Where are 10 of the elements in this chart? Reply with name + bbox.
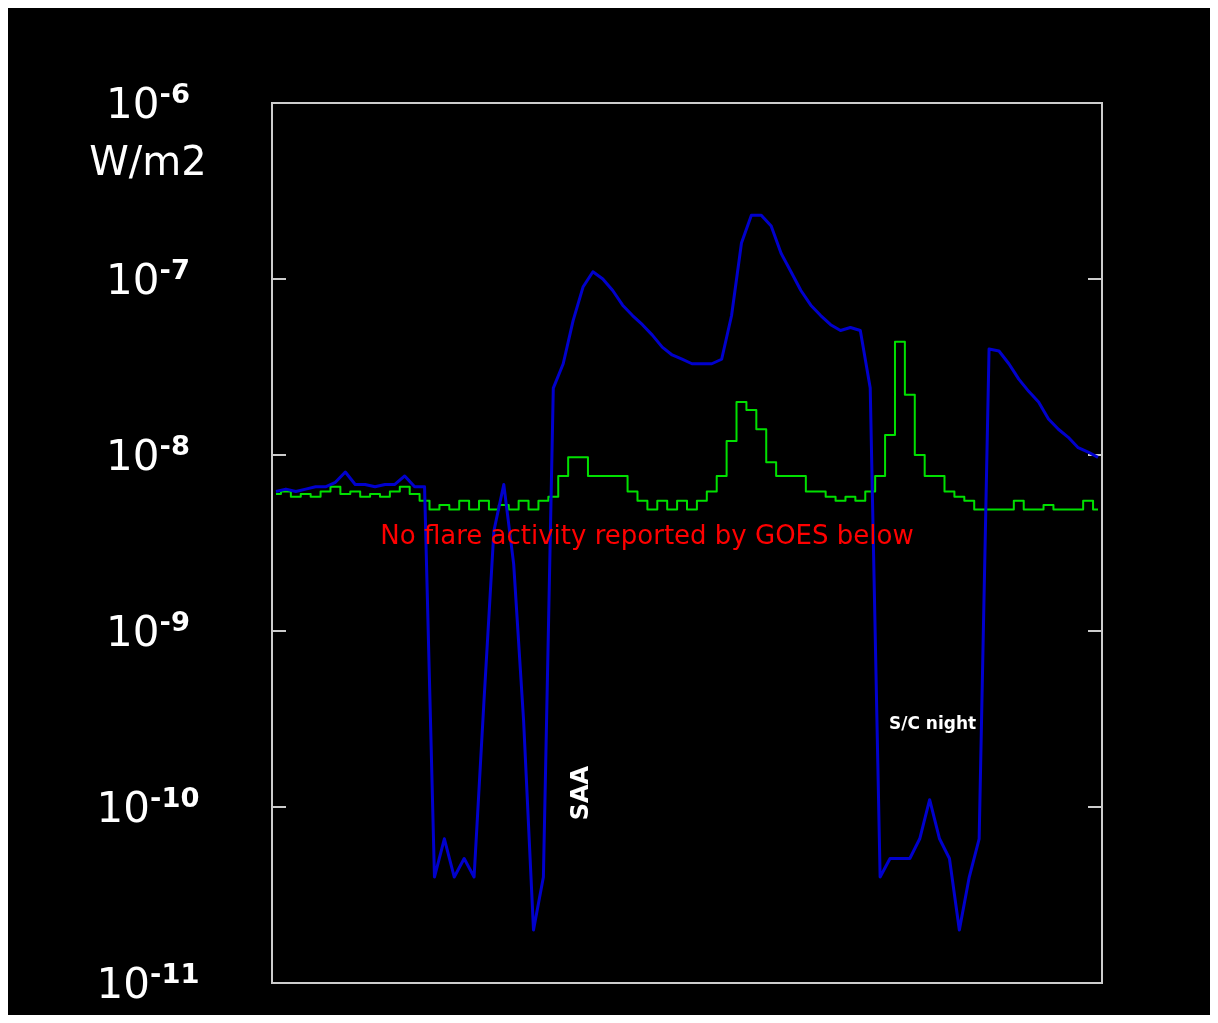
- y-tick-label: 10$^{-8}$: [106, 429, 190, 480]
- y-tick-label: 10$^{-6}$: [106, 77, 190, 128]
- y-axis-title: W/m2: [89, 138, 207, 184]
- y-tick-label: 10$^{-10}$: [96, 781, 200, 832]
- line-series: [274, 213, 1100, 932]
- annotation: S/C night: [889, 712, 977, 733]
- annotation: SAA: [565, 765, 594, 821]
- y-tick-label: 10$^{-11}$: [96, 957, 200, 1008]
- y-tick-label: 10$^{-7}$: [106, 253, 190, 304]
- y-tick-label: 10$^{-9}$: [106, 605, 190, 656]
